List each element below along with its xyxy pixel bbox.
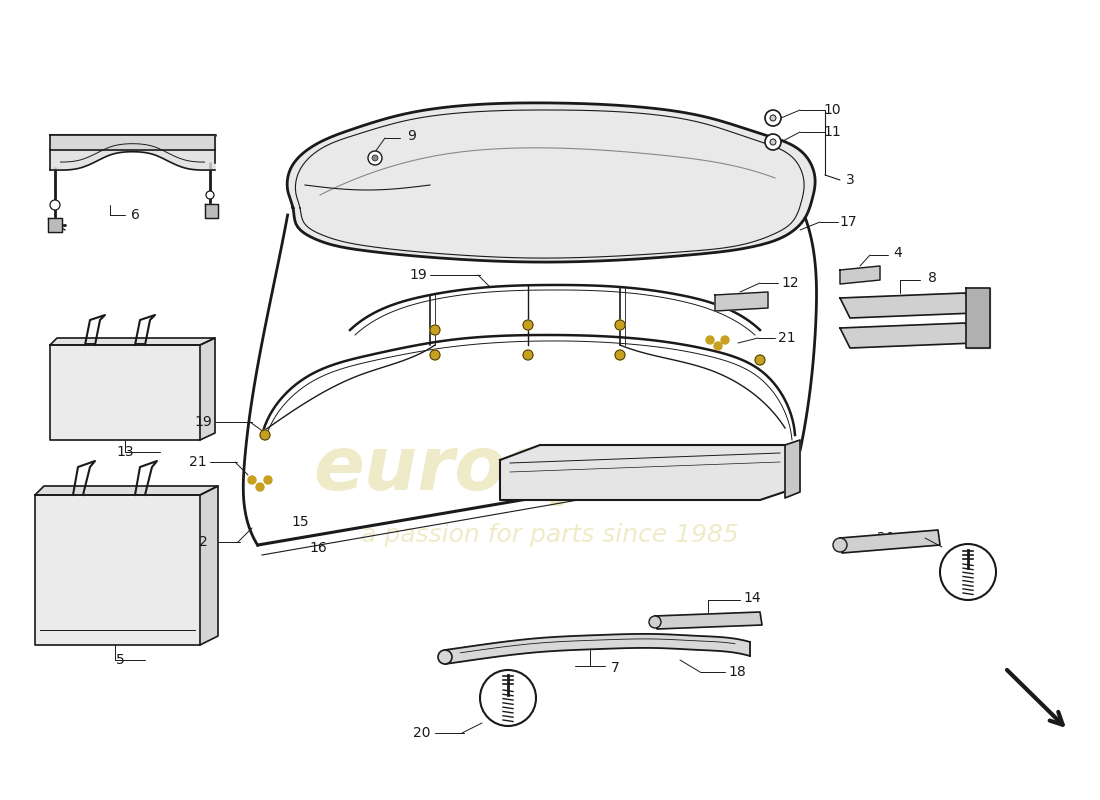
Text: 16: 16 <box>309 541 327 555</box>
Circle shape <box>770 139 776 145</box>
Circle shape <box>764 134 781 150</box>
Text: 19: 19 <box>409 268 427 282</box>
Text: 19: 19 <box>194 415 212 429</box>
Circle shape <box>764 110 781 126</box>
Circle shape <box>372 155 378 161</box>
Text: 12: 12 <box>781 276 799 290</box>
Circle shape <box>522 350 534 360</box>
Circle shape <box>260 430 270 440</box>
Polygon shape <box>50 150 215 170</box>
Polygon shape <box>500 445 790 500</box>
Circle shape <box>430 350 440 360</box>
Polygon shape <box>840 323 975 348</box>
Text: 21: 21 <box>189 455 207 469</box>
Circle shape <box>206 191 214 199</box>
Text: 18: 18 <box>728 665 746 679</box>
Polygon shape <box>840 266 880 284</box>
Polygon shape <box>446 634 750 664</box>
Polygon shape <box>715 292 768 311</box>
Circle shape <box>615 320 625 330</box>
Polygon shape <box>35 495 200 645</box>
Text: 3: 3 <box>846 173 855 187</box>
Circle shape <box>940 544 996 600</box>
Circle shape <box>755 355 764 365</box>
Text: 17: 17 <box>839 215 857 229</box>
Polygon shape <box>50 338 215 345</box>
Text: 11: 11 <box>823 125 840 139</box>
Text: a passion for parts since 1985: a passion for parts since 1985 <box>361 523 739 547</box>
Text: 8: 8 <box>927 271 936 285</box>
Text: 20: 20 <box>414 726 431 740</box>
Polygon shape <box>966 288 990 348</box>
Circle shape <box>480 670 536 726</box>
Text: 5: 5 <box>116 653 124 667</box>
Circle shape <box>430 325 440 335</box>
Text: 10: 10 <box>823 103 840 117</box>
Polygon shape <box>48 218 62 232</box>
Circle shape <box>368 151 382 165</box>
Polygon shape <box>200 338 214 440</box>
Circle shape <box>649 616 661 628</box>
Text: 20: 20 <box>878 531 894 545</box>
Polygon shape <box>287 103 815 262</box>
Text: 7: 7 <box>610 661 619 675</box>
Text: 2: 2 <box>199 535 208 549</box>
Polygon shape <box>654 612 762 629</box>
Circle shape <box>264 476 272 484</box>
Text: 6: 6 <box>131 208 140 222</box>
Polygon shape <box>840 530 940 553</box>
Circle shape <box>833 538 847 552</box>
Text: 13: 13 <box>117 445 134 459</box>
Polygon shape <box>205 204 218 218</box>
Circle shape <box>615 350 625 360</box>
Polygon shape <box>50 345 200 440</box>
Circle shape <box>720 336 729 344</box>
Text: 21: 21 <box>778 331 795 345</box>
Circle shape <box>770 115 776 121</box>
Circle shape <box>706 336 714 344</box>
Circle shape <box>248 476 256 484</box>
Circle shape <box>50 200 60 210</box>
Polygon shape <box>785 440 800 498</box>
Text: 15: 15 <box>292 515 309 529</box>
Circle shape <box>256 483 264 491</box>
Polygon shape <box>200 486 218 645</box>
Text: 14: 14 <box>744 591 761 605</box>
Polygon shape <box>840 293 975 318</box>
Circle shape <box>714 342 722 350</box>
Polygon shape <box>50 135 215 150</box>
Polygon shape <box>35 486 218 495</box>
Text: 9: 9 <box>408 129 417 143</box>
Circle shape <box>438 650 452 664</box>
Text: eurospares: eurospares <box>312 434 788 506</box>
Text: 4: 4 <box>893 246 902 260</box>
Circle shape <box>522 320 534 330</box>
